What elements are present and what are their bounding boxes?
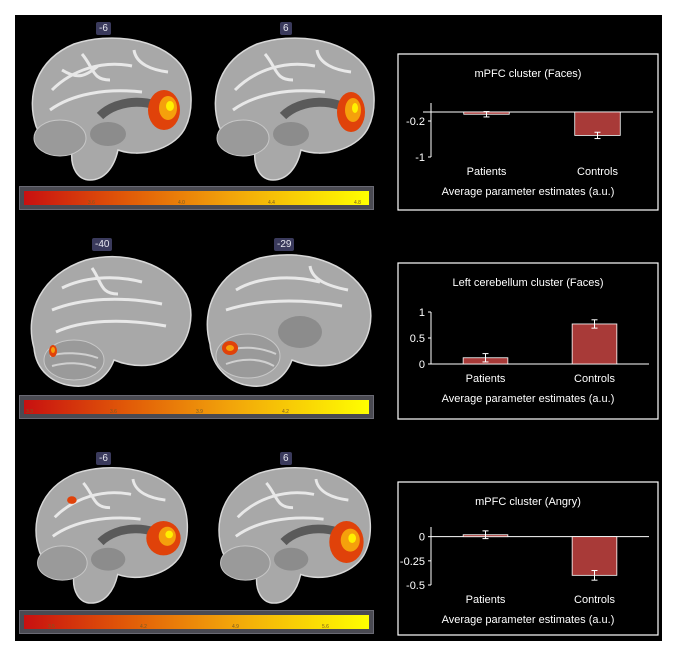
colorbar-tick: 3.6 <box>88 200 95 206</box>
colorbar-tick: 4.0 <box>178 200 185 206</box>
category-label: Patients <box>466 373 506 385</box>
brain-slice-right-row-2 <box>206 254 372 387</box>
colorbar-tick: 3.6 <box>110 409 117 415</box>
category-label: Controls <box>574 594 615 606</box>
y-tick-label: -0.2 <box>406 116 425 128</box>
colorbar-row-2: 3.3 3.6 3.9 4.2 <box>19 395 374 419</box>
bar-controls <box>571 323 618 365</box>
slice-coordinate-label: -6 <box>96 22 111 35</box>
slice-coordinate-label: 6 <box>280 452 292 465</box>
y-tick-label: 0.5 <box>410 333 425 345</box>
slice-coordinate-label: -29 <box>274 238 295 251</box>
colorbar-tick: 5.6 <box>322 624 329 630</box>
y-tick-label: 1 <box>419 307 425 319</box>
category-label: Patients <box>467 166 507 178</box>
bar-controls <box>571 536 618 576</box>
category-label: Controls <box>574 373 615 385</box>
colorbar-gradient <box>24 191 369 205</box>
chart-title: mPFC cluster (Faces) <box>475 68 582 80</box>
brain-slice-right-row-3 <box>218 467 372 604</box>
bar-chart-mpfc-faces: mPFC cluster (Faces) -0.2 -1 Patients Contro… <box>397 53 659 211</box>
y-tick-label: 0 <box>419 359 425 371</box>
x-axis-label: Average parameter estimates (a.u.) <box>442 614 615 626</box>
slice-coordinate-label: -6 <box>96 452 111 465</box>
category-label: Patients <box>466 594 506 606</box>
colorbar-tick: 4.2 <box>282 409 289 415</box>
y-tick-label: 0 <box>419 532 425 544</box>
colorbar-tick: 3.3 <box>26 409 33 415</box>
chart-title: Left cerebellum cluster (Faces) <box>453 277 604 289</box>
brain-slice-left-row-3 <box>35 467 189 604</box>
x-axis-label: Average parameter estimates (a.u.) <box>442 186 615 198</box>
brain-slice-left-row-2 <box>30 256 192 387</box>
colorbar-tick: 3.5 <box>48 624 55 630</box>
colorbar-row-1: 3.6 4.0 4.4 4.8 <box>19 186 374 210</box>
colorbar-tick: 4.4 <box>268 200 275 206</box>
colorbar-gradient <box>24 615 369 629</box>
colorbar-gradient <box>24 400 369 414</box>
category-label: Controls <box>577 166 618 178</box>
colorbar-tick: 4.2 <box>140 624 147 630</box>
colorbar-tick: 4.9 <box>232 624 239 630</box>
colorbar-tick: 4.8 <box>354 200 361 206</box>
bar-chart-left-cerebellum-faces: Left cerebellum cluster (Faces) 0 0.5 1 Pati… <box>397 262 659 420</box>
slice-coordinate-label: -40 <box>92 238 113 251</box>
slice-coordinate-label: 6 <box>280 22 292 35</box>
brain-slice-left-row-1 <box>31 37 192 181</box>
colorbar-tick: 3.9 <box>196 409 203 415</box>
y-tick-label: -0.5 <box>406 580 425 592</box>
y-tick-label: -1 <box>415 152 425 164</box>
y-tick-label: -0.25 <box>400 556 425 568</box>
x-axis-label: Average parameter estimates (a.u.) <box>442 393 615 405</box>
bar-chart-mpfc-angry: mPFC cluster (Angry) 0 -0.25 -0.5 Patients Co… <box>397 481 659 636</box>
brain-slice-right-row-1 <box>214 37 375 181</box>
chart-title: mPFC cluster (Angry) <box>475 496 581 508</box>
colorbar-row-3: 3.5 4.2 4.9 5.6 <box>19 610 374 634</box>
